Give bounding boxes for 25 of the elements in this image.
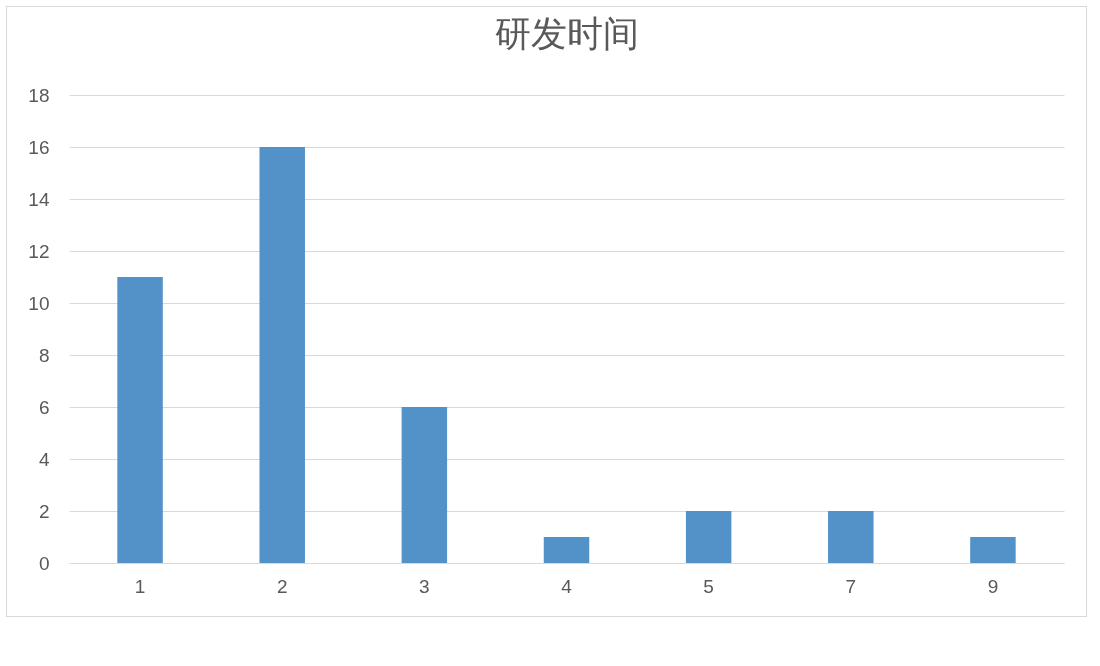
- y-tick-label: 18: [28, 84, 50, 106]
- y-tick-label: 14: [28, 188, 50, 210]
- bar: [401, 407, 448, 563]
- y-tick-label: 10: [28, 292, 50, 314]
- y-tick-label: 4: [38, 448, 50, 470]
- x-tick-label: 2: [276, 575, 288, 597]
- y-tick-label: 6: [38, 396, 50, 418]
- y-tick-label: 0: [38, 552, 50, 574]
- bar: [828, 511, 874, 563]
- y-tick-label: 2: [38, 500, 50, 522]
- bar: [543, 537, 590, 563]
- bar: [259, 147, 305, 563]
- x-tick-label: 4: [561, 575, 573, 597]
- x-tick-label: 9: [987, 575, 999, 597]
- x-tick-label: 7: [845, 575, 857, 597]
- x-tick-label: 3: [419, 575, 430, 597]
- x-tick-label: 1: [134, 575, 146, 597]
- y-tick-label: 12: [28, 240, 50, 262]
- bar: [970, 537, 1016, 563]
- bar: [117, 277, 163, 563]
- x-tick-label: 5: [703, 575, 714, 597]
- bar: [685, 511, 732, 563]
- chart-title: 研发时间: [494, 13, 639, 54]
- y-tick-label: 8: [38, 344, 50, 366]
- y-tick-label: 16: [28, 136, 50, 158]
